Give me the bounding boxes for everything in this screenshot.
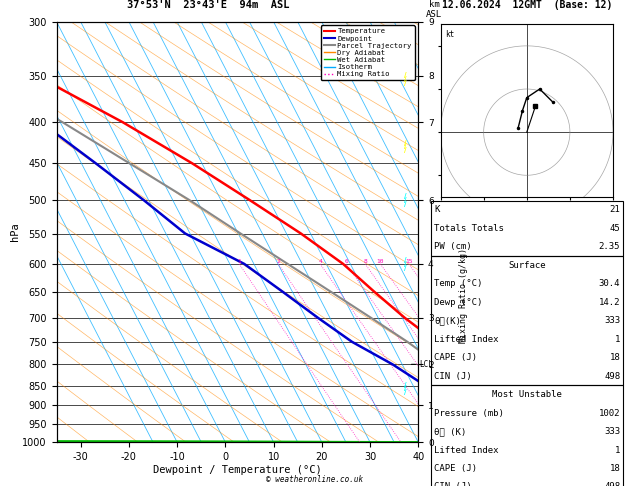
Text: 2: 2 <box>276 259 280 264</box>
Text: 6: 6 <box>344 259 348 264</box>
Legend: Temperature, Dewpoint, Parcel Trajectory, Dry Adiabat, Wet Adiabat, Isotherm, Mi: Temperature, Dewpoint, Parcel Trajectory… <box>321 25 415 80</box>
Text: 1: 1 <box>615 446 620 454</box>
Text: /: / <box>404 72 407 78</box>
Text: /: / <box>404 389 407 395</box>
Text: 18: 18 <box>610 464 620 473</box>
Text: 1002: 1002 <box>599 409 620 417</box>
Text: Lifted Index: Lifted Index <box>434 446 499 454</box>
Text: 30.4: 30.4 <box>599 279 620 288</box>
Text: 37°53'N  23°43'E  94m  ASL: 37°53'N 23°43'E 94m ASL <box>127 0 290 10</box>
Text: /: / <box>404 147 407 153</box>
Text: CAPE (J): CAPE (J) <box>434 464 477 473</box>
Text: 18: 18 <box>610 353 620 362</box>
Text: /: / <box>404 257 407 263</box>
Text: /: / <box>404 261 407 267</box>
Text: © weatheronline.co.uk: © weatheronline.co.uk <box>266 475 363 484</box>
Text: θᴄ (K): θᴄ (K) <box>434 427 466 436</box>
Text: Most Unstable: Most Unstable <box>492 390 562 399</box>
Text: 21: 21 <box>610 206 620 214</box>
Text: CAPE (J): CAPE (J) <box>434 353 477 362</box>
Text: /: / <box>404 265 407 271</box>
Text: CIN (J): CIN (J) <box>434 483 472 486</box>
Text: 498: 498 <box>604 483 620 486</box>
X-axis label: Dewpoint / Temperature (°C): Dewpoint / Temperature (°C) <box>153 465 322 475</box>
Text: /: / <box>404 193 407 199</box>
Text: 14.2: 14.2 <box>599 298 620 307</box>
Text: Lifted Index: Lifted Index <box>434 335 499 344</box>
Text: /: / <box>404 139 407 145</box>
Text: Pressure (mb): Pressure (mb) <box>434 409 504 417</box>
Text: 333: 333 <box>604 316 620 325</box>
Text: K: K <box>434 206 440 214</box>
Text: km
ASL: km ASL <box>426 0 442 19</box>
Y-axis label: hPa: hPa <box>9 223 19 242</box>
Text: 12.06.2024  12GMT  (Base: 12): 12.06.2024 12GMT (Base: 12) <box>442 0 612 10</box>
Text: kt: kt <box>445 30 454 39</box>
Text: 15: 15 <box>405 259 413 264</box>
Text: θᴄ(K): θᴄ(K) <box>434 316 461 325</box>
Text: /: / <box>404 80 407 86</box>
Text: 45: 45 <box>610 224 620 233</box>
Text: 10: 10 <box>377 259 384 264</box>
Text: 2.35: 2.35 <box>599 243 620 251</box>
Text: /: / <box>404 76 407 82</box>
Text: 1: 1 <box>237 259 241 264</box>
Text: LCL: LCL <box>420 360 433 369</box>
Text: Dewp (°C): Dewp (°C) <box>434 298 482 307</box>
Text: /: / <box>404 382 407 387</box>
Text: /: / <box>404 197 407 203</box>
Text: 498: 498 <box>604 372 620 381</box>
Text: Totals Totals: Totals Totals <box>434 224 504 233</box>
Text: 8: 8 <box>364 259 367 264</box>
Text: 1: 1 <box>615 335 620 344</box>
Text: 333: 333 <box>604 427 620 436</box>
Text: Mixing Ratio (g/kg): Mixing Ratio (g/kg) <box>459 248 468 343</box>
Text: /: / <box>404 201 407 207</box>
Text: /: / <box>404 385 407 391</box>
Text: Surface: Surface <box>508 261 545 270</box>
Text: CIN (J): CIN (J) <box>434 372 472 381</box>
Text: PW (cm): PW (cm) <box>434 243 472 251</box>
Text: 4: 4 <box>318 259 322 264</box>
Text: Temp (°C): Temp (°C) <box>434 279 482 288</box>
Text: /: / <box>404 143 407 149</box>
